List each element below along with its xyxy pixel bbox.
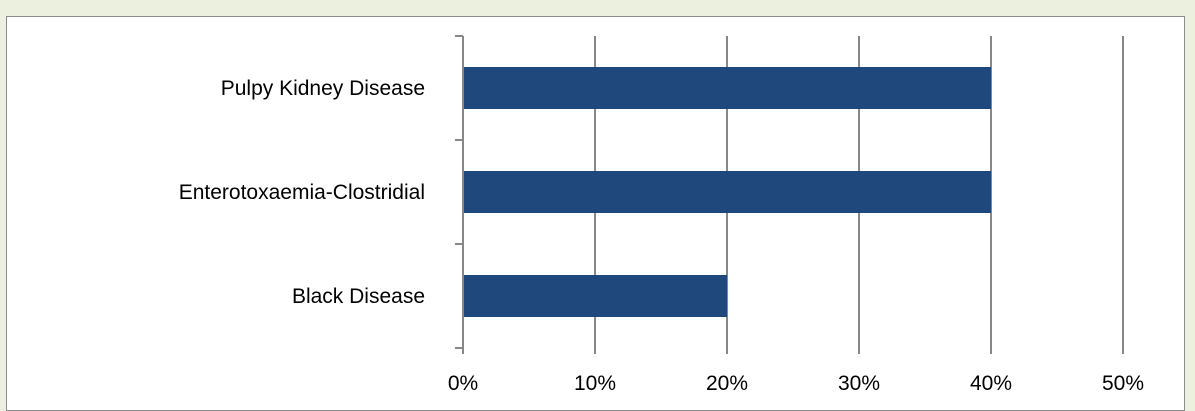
x-tick-label: 40%	[970, 372, 1012, 395]
x-tick-label: 20%	[706, 372, 748, 395]
bar	[463, 171, 991, 213]
category-labels: Pulpy Kidney Disease Enterotoxaemia-Clost…	[179, 77, 425, 308]
bar	[463, 275, 727, 317]
x-tick-label: 0%	[448, 372, 478, 395]
x-tick-label: 50%	[1102, 372, 1144, 395]
category-label: Enterotoxaemia-Clostridial	[179, 181, 425, 204]
category-label: Pulpy Kidney Disease	[221, 77, 425, 100]
axes	[455, 35, 1124, 354]
x-tick-label: 10%	[574, 372, 616, 395]
x-tick-labels: 0% 10% 20% 30% 40% 50%	[448, 372, 1144, 395]
bars	[463, 67, 991, 317]
category-label: Black Disease	[292, 285, 425, 308]
bar	[463, 67, 991, 109]
x-tick-label: 30%	[838, 372, 880, 395]
